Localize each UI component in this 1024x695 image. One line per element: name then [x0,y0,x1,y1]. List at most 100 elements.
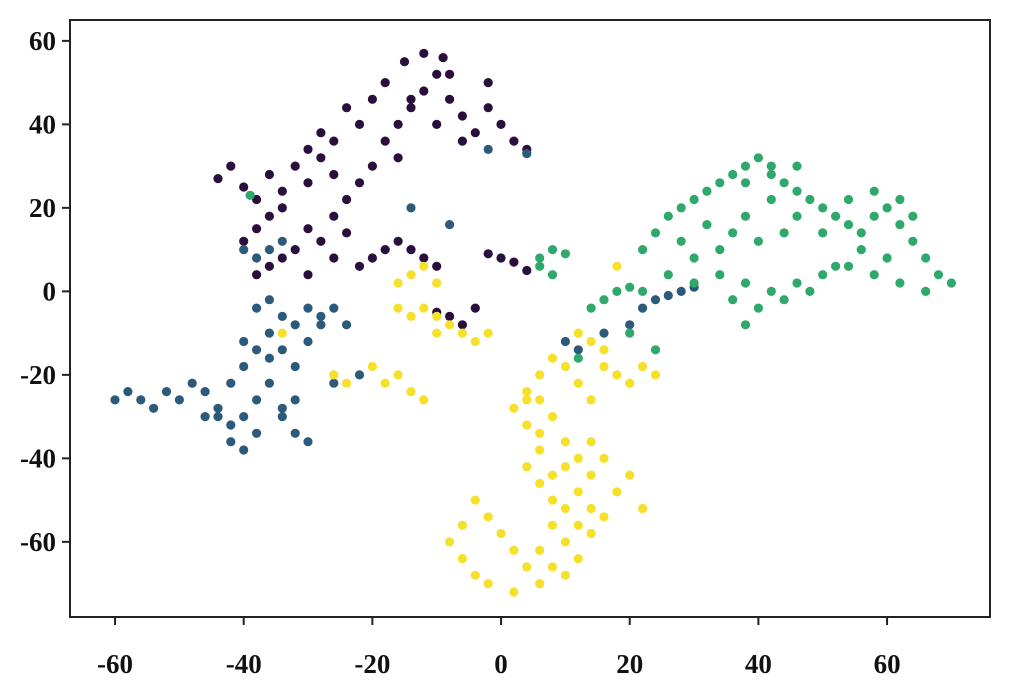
data-point-series-0-61 [457,320,467,330]
data-point-series-2-28 [843,261,854,271]
data-point-series-2-11 [779,178,789,188]
data-point-series-2-55 [869,186,879,196]
data-point-series-1-52 [650,295,661,305]
data-point-series-0-36 [264,211,274,221]
data-point-series-3-0 [522,462,532,472]
data-point-series-3-16 [483,512,493,522]
data-point-series-1-26 [264,295,274,305]
data-point-series-1-38 [329,378,339,388]
data-point-series-1-4 [161,387,172,397]
x-tick-label: -20 [354,649,390,679]
data-point-series-0-23 [509,136,519,146]
data-point-series-3-54 [586,437,596,447]
data-point-series-3-29 [612,487,622,497]
data-point-series-3-79 [612,261,622,271]
data-point-series-0-66 [483,78,493,88]
data-point-series-1-5 [174,395,184,405]
data-point-series-3-57 [445,320,455,330]
data-point-series-1-59 [290,395,300,405]
data-point-series-2-29 [818,270,828,280]
data-point-series-1-9 [226,420,236,430]
x-tick-label: 60 [874,649,901,679]
data-point-series-2-39 [831,261,841,271]
data-point-series-3-1 [535,478,545,488]
data-point-series-2-33 [715,270,725,280]
data-point-series-3-13 [522,562,532,572]
data-point-series-0-19 [457,111,467,121]
data-point-series-3-42 [599,361,609,372]
data-point-series-0-64 [406,94,416,104]
data-point-series-2-5 [702,186,712,196]
data-point-series-3-28 [586,503,596,514]
data-point-series-0-20 [470,128,480,138]
data-point-series-0-1 [226,161,236,171]
data-point-series-2-14 [818,203,828,213]
data-point-series-2-62 [638,286,648,296]
data-point-series-1-56 [213,412,223,422]
data-point-series-1-14 [290,428,300,438]
data-point-series-0-12 [367,161,377,171]
data-point-series-3-9 [573,554,583,564]
data-point-series-3-66 [419,261,429,271]
data-point-series-3-10 [586,528,596,539]
plot-frame [69,19,991,618]
data-point-series-3-22 [483,579,493,589]
data-point-series-3-26 [560,570,571,580]
data-point-series-3-24 [535,579,545,589]
data-point-series-0-44 [277,253,287,263]
data-point-series-3-65 [406,270,416,280]
x-tick-label: -40 [226,649,262,679]
data-point-series-2-46 [676,236,686,246]
data-point-series-0-2 [239,182,249,192]
data-point-series-3-59 [470,336,480,347]
data-point-series-1-19 [264,328,274,338]
data-point-series-3-46 [650,370,661,380]
data-point-series-0-15 [406,103,416,113]
data-point-series-1-36 [342,320,352,330]
data-point-series-0-40 [316,236,326,246]
data-point-series-0-14 [393,119,403,129]
data-point-series-1-17 [239,361,249,372]
data-point-series-0-17 [432,69,442,79]
data-point-series-2-41 [882,253,892,263]
data-point-series-3-52 [560,437,571,447]
data-point-series-2-47 [663,270,673,280]
data-point-series-2-20 [895,220,905,230]
y-tick-label: 60 [29,26,56,56]
data-point-series-2-43 [753,236,764,246]
data-point-series-0-26 [419,48,429,59]
data-point-series-1-3 [149,403,159,413]
y-tick-label: 0 [43,276,57,306]
data-point-series-1-16 [226,378,236,388]
data-point-series-3-77 [522,395,532,405]
data-point-series-0-68 [432,119,442,129]
data-point-series-3-8 [560,537,571,547]
data-point-series-3-74 [419,395,429,405]
data-point-series-3-33 [535,445,545,455]
y-tick-label: -60 [20,527,56,557]
data-point-series-2-54 [843,194,854,205]
data-point-series-0-43 [290,245,300,255]
data-point-series-1-29 [264,353,274,363]
data-point-series-1-10 [239,412,249,422]
data-point-series-3-7 [547,520,558,530]
data-point-series-1-23 [316,311,326,321]
data-point-series-0-29 [367,94,377,104]
data-point-series-1-37 [354,370,365,380]
data-point-series-3-19 [445,537,455,547]
data-point-series-3-15 [496,528,506,539]
data-point-series-2-57 [792,161,802,171]
data-point-series-3-72 [393,370,403,380]
data-point-series-0-37 [252,224,262,234]
data-point-series-1-11 [252,395,262,405]
data-point-series-0-56 [483,249,493,259]
data-point-series-2-3 [676,203,686,213]
data-point-series-2-48 [689,253,699,263]
data-point-series-3-71 [380,378,390,388]
data-point-series-2-30 [792,278,802,288]
data-point-series-3-61 [432,311,442,321]
data-point-series-2-24 [946,278,957,288]
data-point-series-0-38 [239,236,249,246]
data-point-series-3-32 [547,470,558,480]
y-tick-label: -20 [20,360,56,390]
